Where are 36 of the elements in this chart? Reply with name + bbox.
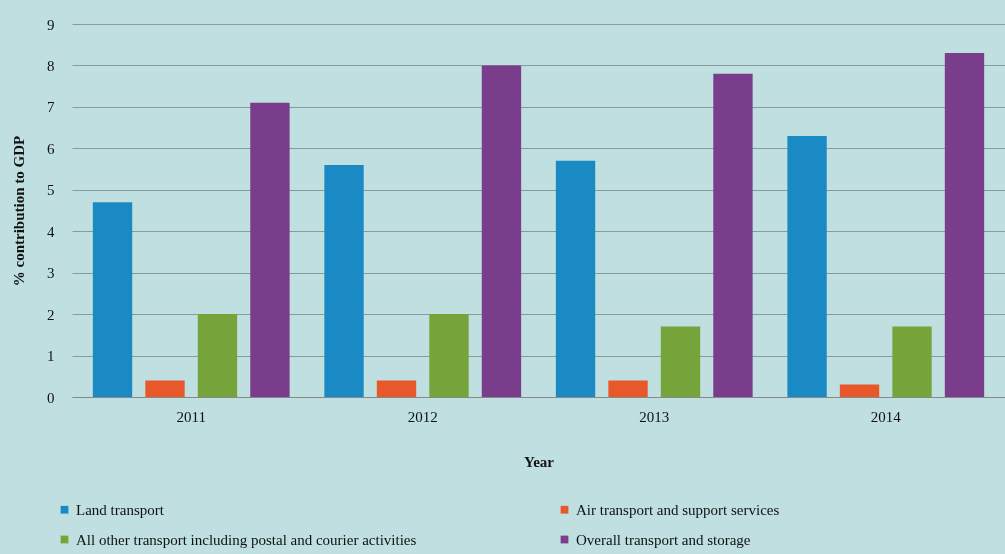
bar [250,102,290,397]
bar [660,326,701,397]
y-tick-label: 9 [47,16,55,33]
bar [481,65,522,397]
y-axis-title: % contribution to GDP [11,135,27,287]
bar [92,202,133,397]
legend-label: Overall transport and storage [576,531,751,548]
legend-label: All other transport including postal and courier activities [76,531,417,548]
y-tick-label: 3 [47,265,55,282]
bar [555,160,596,397]
bar [429,314,469,397]
y-tick-label: 8 [47,57,55,74]
bar [944,53,985,397]
y-tick-label: 0 [47,389,55,406]
y-tick-label: 6 [47,140,55,157]
bar [376,380,417,397]
x-tick-label: 2013 [639,408,670,425]
bar [324,164,364,397]
bar [713,73,753,397]
y-tick-label: 4 [47,223,55,240]
y-tick-label: 5 [47,182,55,199]
bar [608,380,648,397]
bar [892,326,932,397]
x-axis-title: Year [524,453,555,470]
legend-label: Air transport and support services [576,501,780,518]
y-tick-label: 2 [47,306,55,323]
legend-label: Land transport [76,501,165,518]
x-tick-label: 2014 [870,408,902,425]
bar [787,135,827,397]
bar [197,314,238,397]
y-tick-label: 7 [47,99,55,116]
x-tick-label: 2011 [176,408,206,425]
bar [145,380,185,397]
y-tick-label: 1 [47,348,55,365]
x-tick-label: 2012 [407,408,438,425]
bar [839,384,880,397]
